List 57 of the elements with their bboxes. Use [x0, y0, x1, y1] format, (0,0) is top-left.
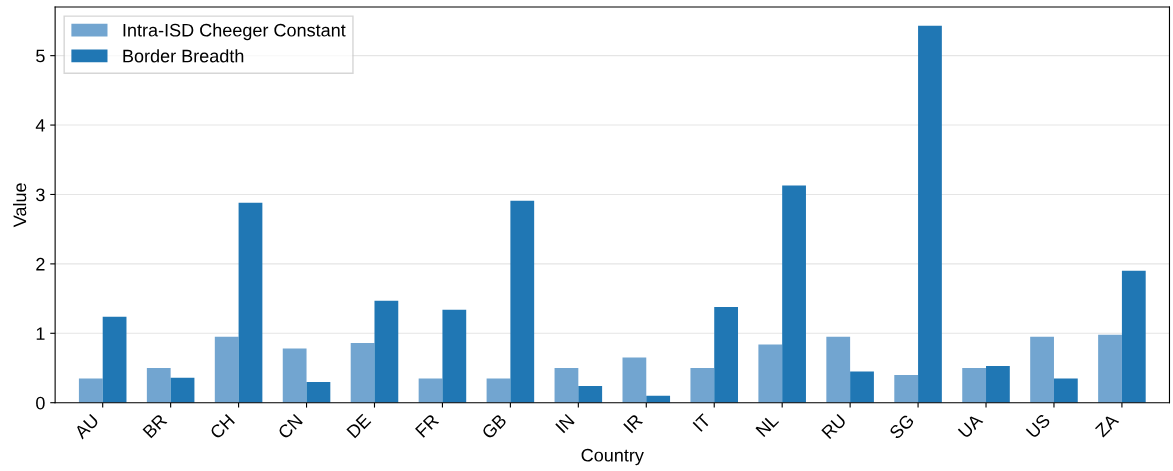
x-tick-label: IN: [555, 413, 575, 434]
bar: [918, 25, 942, 403]
y-axis-title: Value: [12, 183, 27, 228]
y-tick-label: 5: [36, 49, 45, 63]
x-tick-label: GB: [481, 413, 508, 440]
x-tick-label: ZA: [1094, 412, 1120, 438]
bar: [962, 368, 987, 403]
bar: [826, 336, 851, 403]
bar: [554, 368, 579, 403]
x-tick-label: SG: [888, 413, 915, 440]
bar: [758, 344, 783, 403]
bar: [1053, 378, 1078, 403]
bar: [1098, 334, 1122, 403]
x-tick-label: RU: [821, 413, 847, 440]
x-tick-label: CH: [209, 413, 236, 440]
x-tick-label: DE: [346, 413, 372, 439]
bar: [170, 377, 195, 403]
x-tick-label: US: [1025, 413, 1051, 439]
bar: [894, 374, 919, 403]
x-tick-label: IT: [692, 413, 712, 432]
y-tick-label: 4: [35, 119, 45, 132]
y-tick-label: 3: [36, 188, 45, 202]
legend-label: Border Breadth: [123, 49, 244, 63]
y-tick-label: 1: [36, 327, 45, 340]
bar: [282, 348, 307, 403]
bar: [714, 306, 739, 403]
bar: [214, 336, 239, 403]
bar: [102, 316, 127, 403]
bar: [146, 368, 171, 403]
x-tick-label: FR: [415, 413, 440, 438]
x-tick-label: NL: [755, 413, 780, 437]
x-tick-label: IR: [623, 413, 644, 434]
bar: [1121, 270, 1146, 403]
bar: [986, 365, 1010, 403]
bar: [690, 368, 715, 403]
bar: [306, 381, 331, 403]
bar: [442, 309, 467, 403]
bar: [578, 386, 603, 403]
bar: [510, 200, 535, 403]
legend-label: Intra-ISD Cheeger Constant: [123, 23, 346, 41]
x-axis-title: Country: [581, 448, 644, 466]
bar: [350, 343, 375, 403]
x-tick-label: AU: [73, 413, 100, 440]
x-tick-label: UA: [957, 412, 984, 439]
bar: [782, 185, 806, 403]
bar: [78, 378, 103, 403]
bar: [238, 202, 263, 403]
bar: [374, 300, 399, 403]
bar: [850, 371, 874, 403]
x-tick-label: CN: [277, 413, 303, 440]
y-tick-label: 2: [36, 257, 45, 271]
bar: [418, 378, 443, 403]
bar: [1030, 336, 1054, 403]
bar: [622, 357, 647, 403]
x-tick-label: BR: [142, 413, 168, 439]
bar: [486, 378, 511, 403]
y-tick-label: 0: [36, 396, 45, 410]
